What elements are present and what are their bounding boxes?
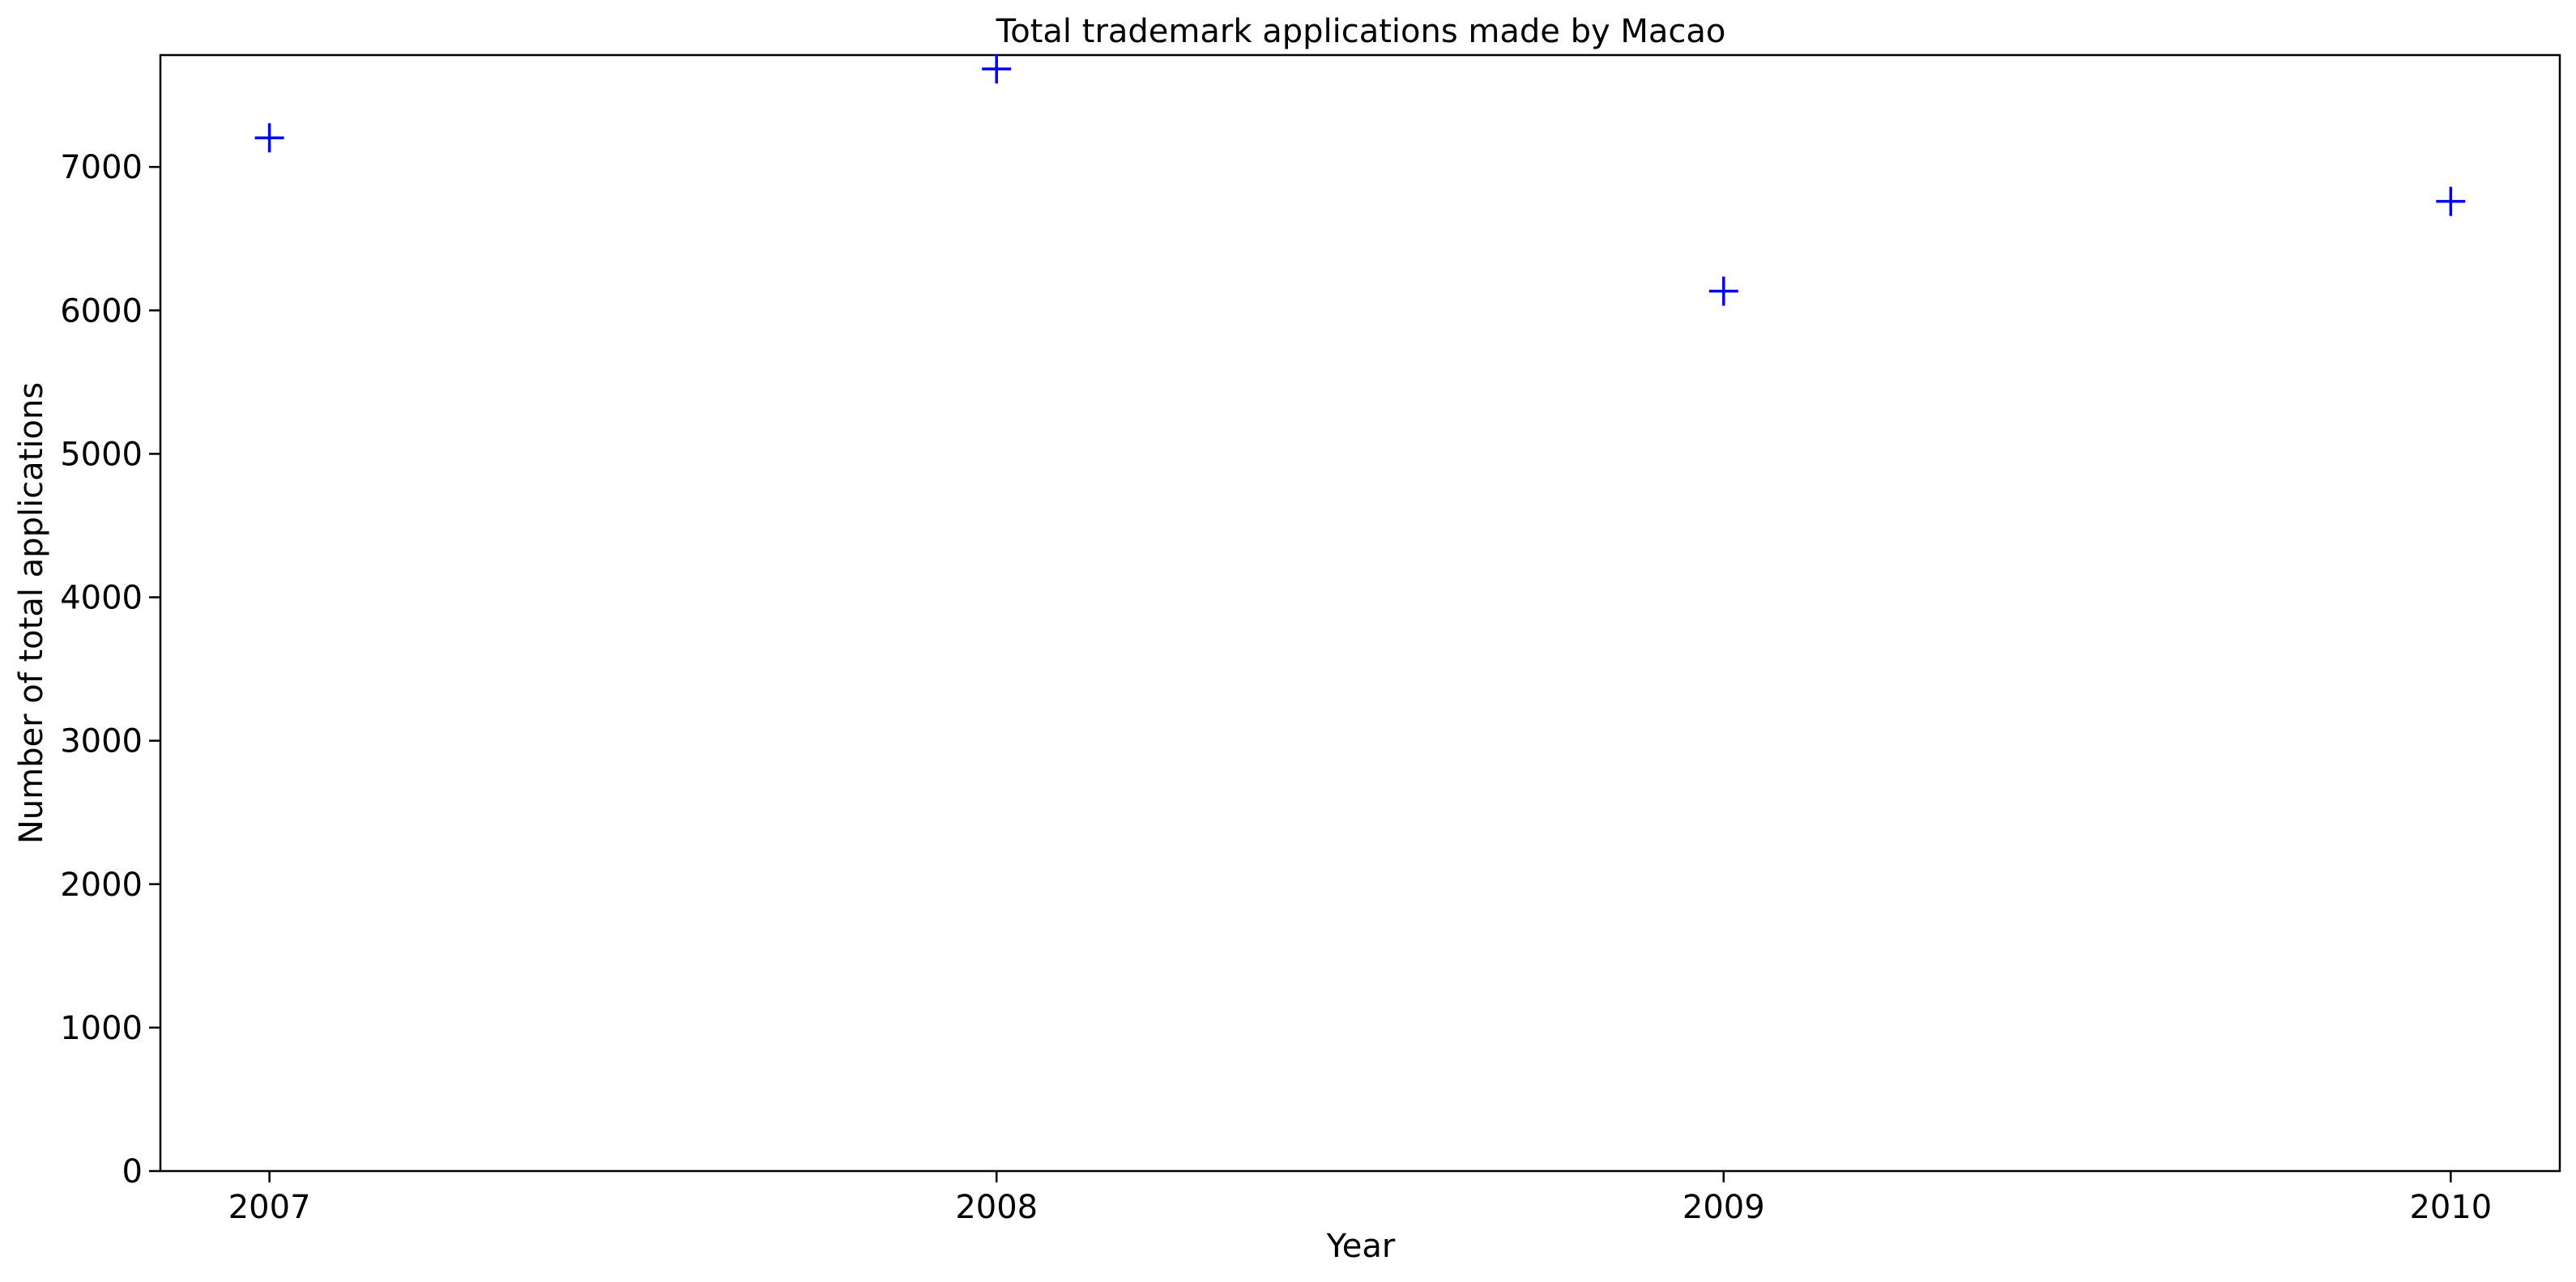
y-tick-label: 1000 (60, 1010, 143, 1047)
chart-title: Total trademark applications made by Mac… (996, 13, 1726, 50)
x-axis: 2007 2008 2009 2010 (228, 1171, 2492, 1226)
plot-area-frame (159, 53, 2561, 1173)
y-tick-label: 2000 (60, 867, 143, 904)
x-axis-label: Year (1326, 1228, 1396, 1265)
y-axis-label: Number of total applications (13, 382, 50, 844)
y-axis: 0 1000 2000 3000 4000 5000 6000 7000 (60, 149, 160, 1190)
y-tick-label: 5000 (60, 436, 143, 473)
data-point (254, 123, 284, 153)
data-point (1708, 276, 1738, 306)
y-tick-label: 7000 (60, 149, 143, 186)
x-tick-label: 2010 (2409, 1189, 2492, 1226)
data-point (2436, 186, 2466, 216)
y-tick-label: 3000 (60, 723, 143, 760)
y-tick-label: 4000 (60, 580, 143, 617)
y-tick-label: 0 (122, 1153, 143, 1190)
x-tick-label: 2009 (1683, 1189, 1765, 1226)
x-tick-label: 2007 (228, 1189, 311, 1226)
x-tick-label: 2008 (955, 1189, 1038, 1226)
y-tick-label: 6000 (60, 292, 143, 330)
data-series (254, 54, 2466, 306)
data-point (982, 54, 1012, 84)
